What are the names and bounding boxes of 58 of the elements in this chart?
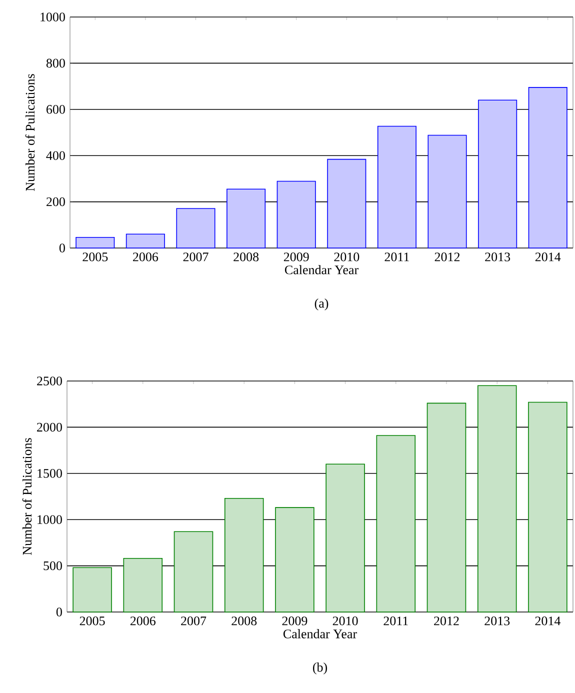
bar (226, 188, 266, 248)
x-tick-label: 2007 (183, 252, 208, 262)
x-tick-label: 2012 (434, 252, 460, 262)
y-tick-label: 0 (59, 244, 65, 252)
bar (126, 234, 165, 248)
y-axis-title: Number of Pulications (22, 438, 32, 555)
text: (b) (313, 662, 328, 674)
bar (176, 208, 216, 248)
y-tick-label: 2500 (37, 376, 62, 386)
bar (528, 87, 568, 248)
bar (224, 498, 264, 612)
x-tick-label: 2006 (130, 616, 156, 626)
y-tick-label: 500 (44, 561, 62, 570)
bar (326, 464, 365, 612)
bar (478, 100, 518, 248)
bar (123, 558, 163, 612)
x-tick-label: 2011 (384, 616, 408, 626)
y-tick-label: 400 (46, 151, 65, 160)
bar (276, 180, 316, 248)
y-tick-label: 0 (56, 608, 62, 616)
text: (a) (314, 298, 328, 310)
x-tick-label: 2013 (485, 252, 510, 262)
x-tick-label: 2008 (232, 616, 257, 626)
x-tick-label: 2007 (181, 616, 206, 626)
x-tick-label: 2005 (80, 616, 105, 626)
x-tick-label: 2014 (535, 616, 560, 626)
bar (377, 126, 416, 248)
x-tick-label: 2011 (384, 252, 409, 262)
y-tick-label: 1000 (38, 515, 62, 524)
y-tick-label: 800 (46, 58, 65, 68)
y-tick-label: 600 (46, 105, 65, 114)
bar (376, 435, 416, 612)
x-tick-label: 2012 (434, 616, 459, 626)
bar (528, 402, 568, 612)
x-tick-label: 2010 (332, 616, 358, 626)
x-axis-title: Calendar Year (283, 629, 357, 638)
bar (72, 567, 112, 612)
x-tick-label: 2010 (334, 252, 360, 262)
x-tick-label: 2014 (535, 252, 561, 262)
x-tick-label: 2013 (484, 616, 510, 626)
bar (275, 507, 314, 612)
bar (426, 402, 466, 612)
y-axis-title: Number of Pulications (25, 74, 35, 191)
x-tick-label: 2009 (282, 616, 308, 626)
y-tick-label: 1000 (40, 12, 65, 22)
x-tick-label: 2008 (234, 252, 259, 262)
x-tick-label: 2005 (82, 252, 108, 262)
y-tick-label: 2000 (37, 422, 62, 432)
bar (428, 134, 467, 248)
bar (174, 531, 214, 612)
x-tick-label: 2006 (133, 252, 158, 262)
y-tick-label: 1500 (38, 469, 62, 478)
bar (327, 158, 366, 248)
x-tick-label: 2009 (284, 252, 309, 262)
x-axis-title: Calendar Year (284, 265, 358, 274)
y-tick-label: 200 (46, 197, 65, 206)
bar (477, 385, 517, 612)
bar (76, 236, 115, 248)
